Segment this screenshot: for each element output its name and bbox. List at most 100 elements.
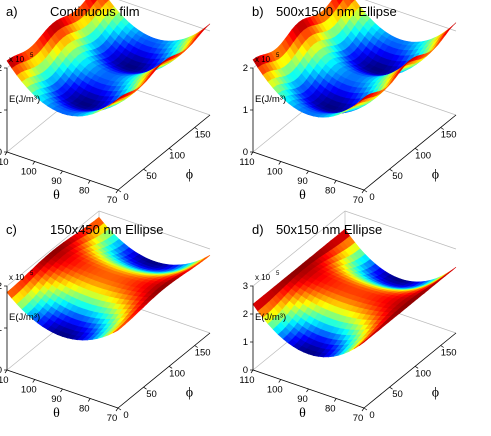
theta-tick bbox=[278, 161, 282, 165]
phi-tick bbox=[117, 189, 122, 193]
z-scale-exponent: 5 bbox=[276, 53, 280, 59]
theta-tick-label: 70 bbox=[353, 413, 364, 424]
z-tick-label: 0 bbox=[243, 365, 248, 376]
theta-tick bbox=[361, 189, 365, 194]
z-tick-label: 2 bbox=[243, 309, 248, 320]
z-tick-label: 3 bbox=[243, 281, 248, 292]
surface-patch bbox=[112, 95, 122, 104]
z-tick-label: 2 bbox=[0, 281, 2, 292]
theta-tick bbox=[333, 180, 337, 184]
theta-tick bbox=[32, 379, 36, 383]
phi-axis-label: ϕ bbox=[432, 385, 439, 400]
z-axis-label: E(J/m³) bbox=[9, 94, 40, 105]
theta-tick bbox=[4, 369, 8, 374]
panel-a: 110100908070050100150012a)Continuous fil… bbox=[0, 0, 245, 218]
z-scale-exponent: 5 bbox=[276, 271, 280, 277]
z-axis-label: E(J/m³) bbox=[255, 312, 286, 323]
surface-plot-b: 110 100 90 80 70 0 50 100 150 0 1 2 b) 500x1500 nm El… bbox=[239, 0, 457, 206]
theta-tick bbox=[361, 407, 365, 412]
phi-axis-label: ϕ bbox=[186, 167, 193, 182]
z-tick-label: 0 bbox=[0, 147, 2, 158]
phi-tick bbox=[414, 148, 419, 151]
theta-tick bbox=[115, 189, 119, 194]
phi-axis-label: ϕ bbox=[186, 385, 193, 400]
phi-tick bbox=[143, 168, 147, 172]
phi-tick bbox=[389, 168, 393, 172]
theta-tick-label: 70 bbox=[107, 413, 118, 424]
theta-tick bbox=[32, 161, 36, 165]
theta-tick-label: 90 bbox=[297, 394, 308, 405]
phi-tick bbox=[168, 366, 173, 369]
theta-axis-label: θ bbox=[299, 406, 306, 421]
panel-b: 110 100 90 80 70 0 50 100 150 0 1 2 b) 500x1500 nm El… bbox=[239, 0, 491, 218]
theta-tick bbox=[87, 398, 91, 402]
phi-tick bbox=[194, 127, 198, 130]
theta-tick bbox=[333, 398, 337, 402]
theta-tick-label: 90 bbox=[51, 176, 62, 187]
z-tick-label: 0 bbox=[0, 365, 2, 376]
z-scale-factor: x 10 bbox=[9, 273, 25, 282]
surface-plot-d: 110 100 90 80 70 0 50 100 150 0 1 2 3 d) 50x150 nm Ell… bbox=[239, 210, 457, 424]
phi-axis-label: ϕ bbox=[432, 167, 439, 182]
z-tick-label: 0 bbox=[243, 147, 248, 158]
phi-tick-label: 100 bbox=[415, 150, 431, 161]
theta-tick-label: 80 bbox=[325, 404, 336, 415]
theta-tick bbox=[250, 369, 254, 374]
theta-tick bbox=[306, 388, 309, 393]
theta-axis-label: θ bbox=[53, 406, 60, 421]
z-tick-label: 1 bbox=[0, 323, 2, 334]
theta-tick-label: 110 bbox=[239, 375, 254, 386]
energy-surface bbox=[6, 0, 211, 117]
theta-tick-label: 90 bbox=[51, 394, 62, 405]
theta-tick-label: 70 bbox=[107, 195, 118, 206]
panel-label: b) bbox=[252, 4, 264, 19]
phi-tick-label: 150 bbox=[441, 130, 457, 141]
phi-tick bbox=[440, 127, 444, 130]
phi-tick bbox=[440, 345, 444, 348]
phi-tick-label: 0 bbox=[123, 410, 128, 421]
panel-label: d) bbox=[252, 222, 264, 237]
phi-tick-label: 50 bbox=[146, 389, 157, 400]
theta-tick bbox=[250, 151, 254, 156]
phi-tick bbox=[414, 366, 419, 369]
theta-tick-label: 80 bbox=[79, 186, 90, 197]
phi-tick bbox=[143, 386, 147, 390]
phi-tick bbox=[363, 407, 368, 411]
z-scale-exponent: 5 bbox=[30, 271, 34, 277]
phi-tick-label: 50 bbox=[392, 389, 403, 400]
theta-tick-label: 110 bbox=[239, 157, 254, 168]
theta-axis-label: θ bbox=[53, 188, 60, 203]
phi-tick-label: 100 bbox=[415, 368, 431, 379]
theta-tick bbox=[306, 170, 309, 175]
theta-tick-label: 100 bbox=[267, 167, 283, 178]
phi-tick-label: 0 bbox=[123, 192, 128, 203]
z-scale-factor: x 10 bbox=[255, 55, 271, 64]
surface-patch bbox=[358, 95, 368, 103]
chart-title: 150x450 nm Ellipse bbox=[50, 222, 163, 237]
surface-patch bbox=[112, 327, 122, 334]
phi-tick-label: 100 bbox=[169, 150, 185, 161]
surface-patch bbox=[358, 339, 368, 347]
phi-tick-label: 50 bbox=[146, 171, 157, 182]
phi-tick-label: 150 bbox=[195, 348, 211, 359]
phi-tick-label: 50 bbox=[392, 171, 403, 182]
phi-tick bbox=[194, 345, 198, 348]
theta-tick-label: 90 bbox=[297, 176, 308, 187]
surface-plot-c: 110 100 90 80 70 0 50 100 150 0 1 2 c) 150x450 nm Ell… bbox=[0, 210, 211, 424]
phi-tick-label: 0 bbox=[369, 192, 374, 203]
z-scale-factor: x 10 bbox=[9, 55, 25, 64]
theta-tick bbox=[4, 151, 8, 156]
theta-tick bbox=[278, 379, 282, 383]
z-tick-label: 1 bbox=[243, 337, 248, 348]
z-tick-label: 2 bbox=[0, 63, 2, 74]
theta-tick-label: 80 bbox=[325, 186, 336, 197]
phi-tick bbox=[168, 148, 173, 151]
z-tick-label: 2 bbox=[243, 63, 248, 74]
theta-tick-label: 110 bbox=[0, 157, 9, 168]
chart-title: 500x1500 nm Ellipse bbox=[276, 4, 397, 19]
z-tick-label: 1 bbox=[243, 105, 248, 116]
panel-d: 110 100 90 80 70 0 50 100 150 0 1 2 3 d) 50x150 nm Ell… bbox=[239, 210, 491, 436]
theta-tick-label: 100 bbox=[21, 385, 37, 396]
energy-surface bbox=[252, 228, 457, 358]
phi-tick bbox=[117, 407, 122, 411]
